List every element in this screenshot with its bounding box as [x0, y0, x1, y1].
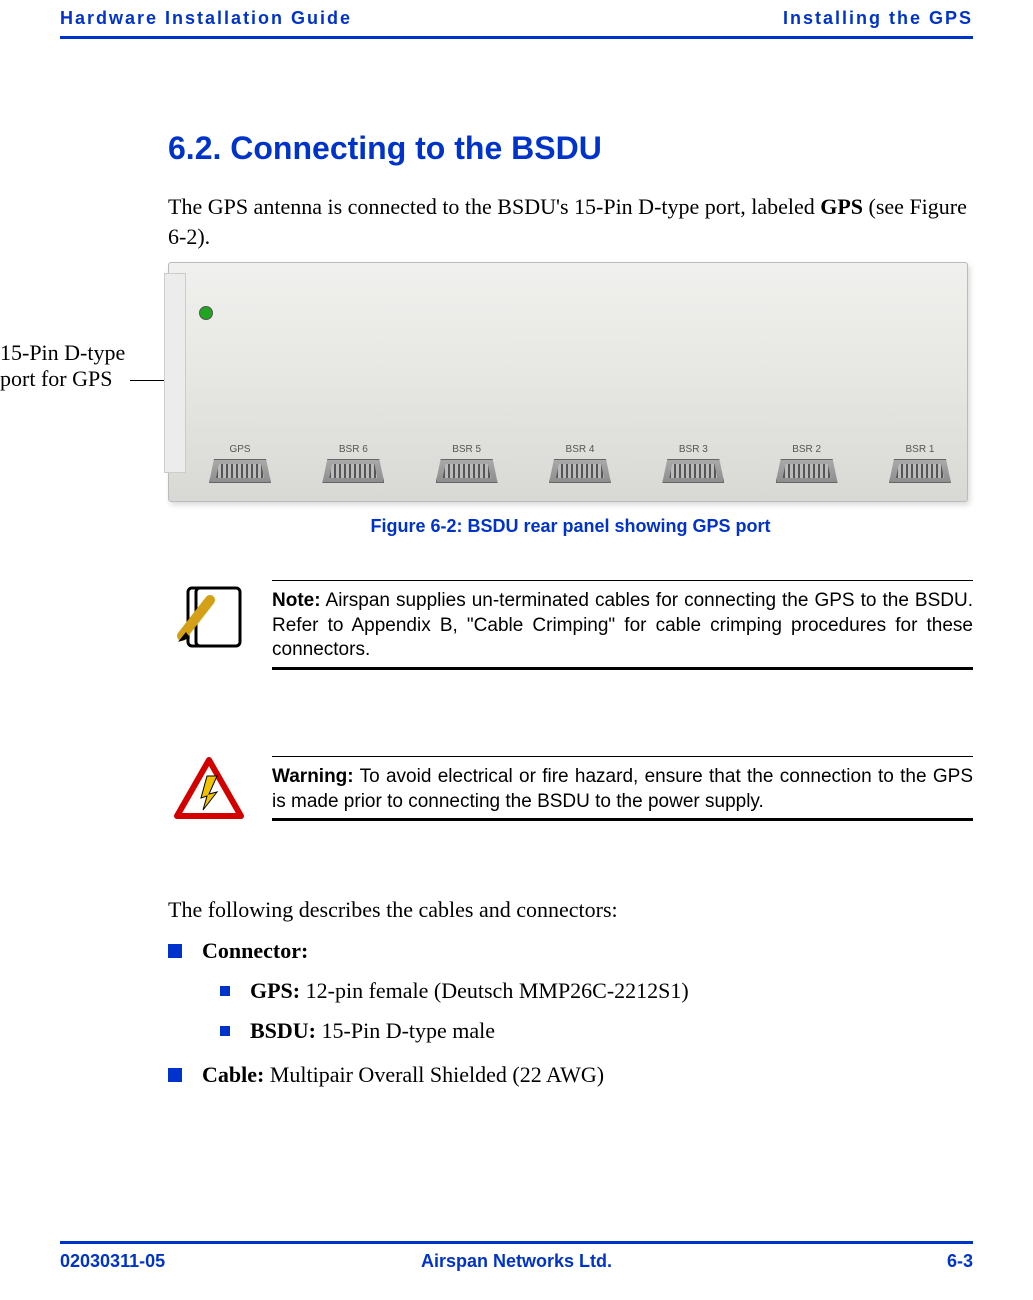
port-bsr3: BSR 3	[662, 444, 724, 483]
bullet-bsdu: BSDU: 15-Pin D-type male	[220, 1018, 973, 1044]
intro-bold: GPS	[820, 194, 863, 219]
dsub-connector-icon	[436, 459, 498, 483]
note-label: Note:	[272, 590, 321, 611]
callout-line2: port for GPS	[0, 366, 112, 391]
warning-text: Warning: To avoid electrical or fire haz…	[272, 756, 973, 821]
callout-line1: 15-Pin D-type	[0, 340, 125, 365]
intro-pre: The GPS antenna is connected to the BSDU…	[168, 194, 820, 219]
port-bsr4: BSR 4	[549, 444, 611, 483]
cable-label: Cable:	[202, 1062, 264, 1087]
bullet-cable: Cable: Multipair Overall Shielded (22 AW…	[168, 1062, 973, 1088]
gps-label: GPS:	[250, 978, 300, 1003]
warning-label: Warning:	[272, 766, 354, 787]
dsub-connector-icon	[776, 459, 838, 483]
note-box: Note: Airspan supplies un-terminated cab…	[168, 580, 973, 670]
section-heading: 6.2. Connecting to the BSDU	[168, 130, 602, 167]
figure-callout: 15-Pin D-type port for GPS	[0, 340, 150, 393]
bullet-gps: GPS: 12-pin female (Deutsch MMP26C-2212S…	[220, 978, 973, 1004]
power-led-icon	[199, 306, 213, 320]
port-bsr6: BSR 6	[322, 444, 384, 483]
bullet-connector: Connector: GPS: 12-pin female (Deutsch M…	[168, 938, 973, 1044]
port-label: BSR 4	[566, 444, 595, 455]
dsub-connector-icon	[549, 459, 611, 483]
bsdu-label: BSDU:	[250, 1018, 316, 1043]
port-gps: GPS	[209, 444, 271, 483]
header-left: Hardware Installation Guide	[60, 8, 352, 29]
page-header: Hardware Installation Guide Installing t…	[0, 8, 1033, 29]
header-rule	[60, 36, 973, 39]
port-bsr1: BSR 1	[889, 444, 951, 483]
port-label: BSR 6	[339, 444, 368, 455]
dsub-connector-icon	[889, 459, 951, 483]
description-line: The following describes the cables and c…	[168, 895, 973, 925]
page: Hardware Installation Guide Installing t…	[0, 0, 1033, 1300]
port-bsr5: BSR 5	[436, 444, 498, 483]
page-footer: 02030311-05 Airspan Networks Ltd. 6-3	[60, 1251, 973, 1272]
bullet-list: Connector: GPS: 12-pin female (Deutsch M…	[168, 938, 973, 1106]
dsub-connector-icon	[322, 459, 384, 483]
gps-text: 12-pin female (Deutsch MMP26C-2212S1)	[300, 978, 689, 1003]
port-bsr2: BSR 2	[776, 444, 838, 483]
dsub-connector-icon	[662, 459, 724, 483]
bsdu-device-image: GPS BSR 6 BSR 5 BSR 4 BSR 3	[168, 262, 968, 502]
figure-wrap: GPS BSR 6 BSR 5 BSR 4 BSR 3	[168, 262, 973, 537]
footer-rule	[60, 1241, 973, 1244]
footer-center: Airspan Networks Ltd.	[60, 1251, 973, 1272]
warning-box: Warning: To avoid electrical or fire haz…	[168, 756, 973, 822]
port-label: BSR 1	[906, 444, 935, 455]
bsdu-text: 15-Pin D-type male	[316, 1018, 495, 1043]
warning-body: To avoid electrical or fire hazard, ensu…	[272, 766, 973, 812]
dsub-connector-icon	[209, 459, 271, 483]
rack-bracket-left	[164, 273, 186, 473]
note-body: Airspan supplies un-terminated cables fo…	[272, 590, 973, 660]
figure-caption: Figure 6-2: BSDU rear panel showing GPS …	[168, 516, 973, 537]
port-label: BSR 5	[452, 444, 481, 455]
port-label: GPS	[229, 444, 250, 455]
port-label: BSR 2	[792, 444, 821, 455]
cable-text: Multipair Overall Shielded (22 AWG)	[264, 1062, 604, 1087]
note-icon	[168, 580, 250, 658]
ports-row: GPS BSR 6 BSR 5 BSR 4 BSR 3	[209, 444, 951, 483]
note-text: Note: Airspan supplies un-terminated cab…	[272, 580, 973, 670]
intro-paragraph: The GPS antenna is connected to the BSDU…	[168, 192, 973, 251]
warning-icon	[168, 756, 250, 822]
header-right: Installing the GPS	[783, 8, 973, 29]
port-label: BSR 3	[679, 444, 708, 455]
connector-label: Connector:	[202, 938, 308, 963]
